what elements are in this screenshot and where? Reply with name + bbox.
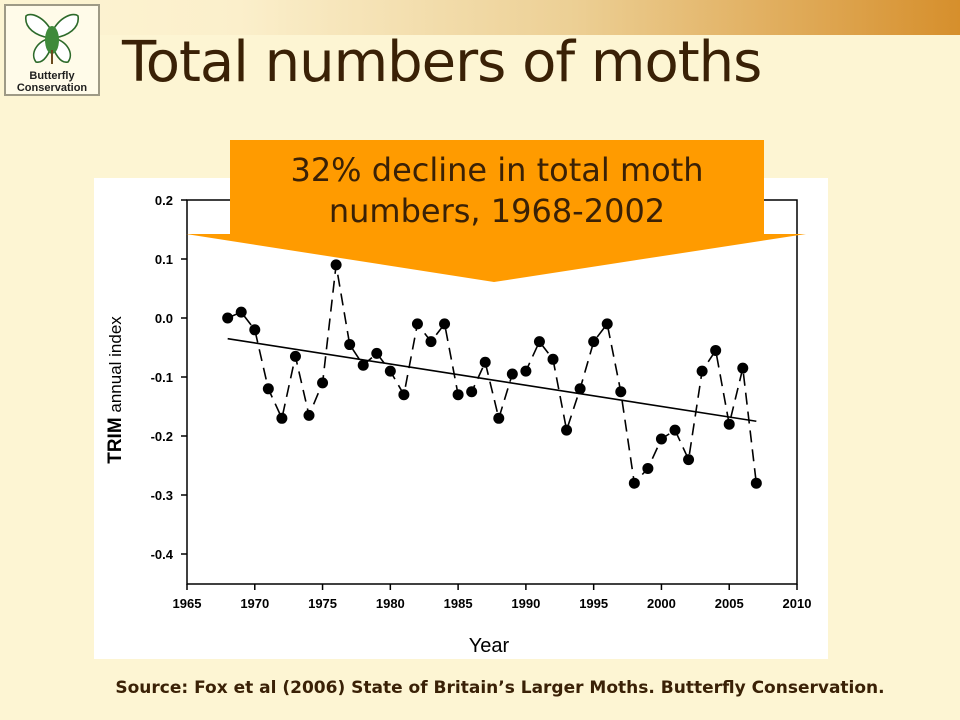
y-tick-label: 0.0 — [155, 311, 173, 326]
y-tick-label: -0.3 — [151, 488, 173, 503]
data-point — [235, 306, 247, 318]
data-point — [371, 347, 383, 359]
data-point — [547, 353, 559, 365]
data-point — [737, 362, 749, 374]
x-tick-label: 2005 — [715, 596, 744, 611]
callout-arrow: 32% decline in total moth numbers, 1968-… — [186, 140, 806, 282]
callout-box: 32% decline in total moth numbers, 1968-… — [230, 140, 764, 236]
data-point — [683, 454, 695, 466]
callout-arrow-shape — [186, 234, 806, 282]
data-point — [452, 389, 464, 401]
x-tick-label: 1985 — [444, 596, 473, 611]
data-point — [466, 386, 478, 398]
data-point — [439, 318, 451, 330]
data-point — [357, 359, 369, 371]
y-axis-ticks: 0.2 0.1 0.0 -0.1 -0.2 -0.3 -0.4 — [151, 193, 187, 562]
butterfly-conservation-logo: Butterfly Conservation — [4, 4, 100, 96]
data-point — [506, 368, 518, 380]
data-point — [222, 312, 234, 324]
x-axis-label: Year — [469, 635, 510, 657]
data-point — [425, 336, 437, 348]
data-point — [615, 386, 627, 398]
x-tick-label: 2000 — [647, 596, 676, 611]
logo-text-line1: Butterfly — [29, 70, 75, 82]
data-point — [262, 383, 274, 395]
x-tick-label: 1970 — [240, 596, 269, 611]
butterfly-icon — [25, 13, 79, 64]
series-group — [222, 259, 762, 489]
data-point — [642, 462, 654, 474]
data-point — [533, 336, 545, 348]
y-axis-label-rest: annual index — [106, 316, 125, 418]
data-point — [628, 477, 640, 489]
y-axis-label: TRIM annual index — [105, 316, 126, 464]
y-tick-label: 0.1 — [155, 252, 173, 267]
y-tick-label: -0.4 — [151, 547, 174, 562]
y-tick-label: -0.1 — [151, 370, 173, 385]
data-point — [574, 383, 586, 395]
y-axis-label-trim: TRIM — [105, 417, 126, 463]
data-point — [723, 418, 735, 430]
data-point — [669, 424, 681, 436]
x-axis-ticks: 1965 1970 1975 1980 1985 1990 1995 2000 2005 2010 — [173, 584, 812, 611]
data-point — [317, 377, 329, 389]
data-point — [303, 409, 315, 421]
trend-line-group — [227, 337, 757, 423]
data-point — [493, 412, 505, 424]
y-tick-label: -0.2 — [151, 429, 173, 444]
data-point — [710, 344, 722, 356]
x-tick-label: 2010 — [783, 596, 812, 611]
series-line — [227, 264, 758, 485]
moth-index-chart: 0.20.10.0-0.1-0.2-0.3-0.4 1965 1970 1975 19… — [105, 193, 812, 657]
x-tick-label: 1965 — [173, 596, 202, 611]
x-tick-label: 1995 — [579, 596, 608, 611]
data-point — [696, 365, 708, 377]
data-point — [655, 433, 667, 445]
callout-text: 32% decline in total moth numbers, 1968-… — [230, 150, 764, 232]
data-point — [289, 350, 301, 362]
data-point — [588, 336, 600, 348]
data-point — [276, 412, 288, 424]
source-citation: Source: Fox et al (2006) State of Britai… — [115, 678, 885, 698]
x-tick-label: 1980 — [376, 596, 405, 611]
callout-line1: 32% decline in total moth — [290, 151, 704, 189]
data-point — [520, 365, 532, 377]
data-point — [398, 389, 410, 401]
data-point — [561, 424, 573, 436]
data-point — [411, 318, 423, 330]
data-point — [344, 339, 356, 351]
trend-line — [227, 337, 757, 423]
data-point — [384, 365, 396, 377]
data-point — [330, 259, 342, 271]
data-point — [479, 356, 491, 368]
data-point — [249, 324, 261, 336]
slide-title: Total numbers of moths — [122, 30, 762, 95]
logo-text-line2: Conservation — [16, 82, 88, 94]
top-gradient-bar — [0, 0, 960, 35]
callout-line2: numbers, 1968-2002 — [328, 192, 666, 230]
data-point — [750, 477, 762, 489]
x-tick-label: 1990 — [511, 596, 540, 611]
y-tick-label: 0.2 — [155, 193, 173, 208]
x-tick-label: 1975 — [308, 596, 337, 611]
data-point — [601, 318, 613, 330]
